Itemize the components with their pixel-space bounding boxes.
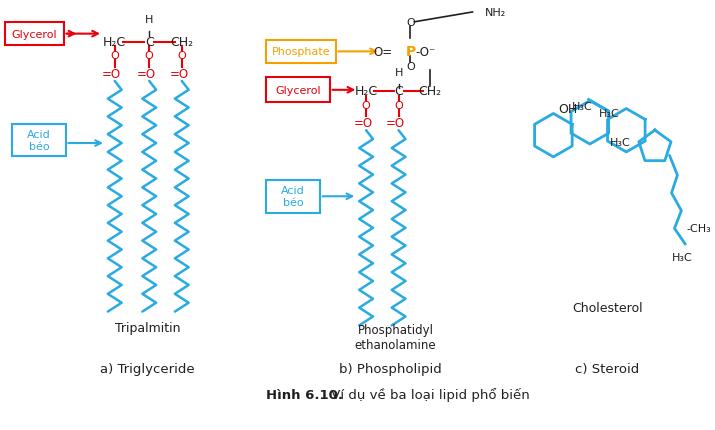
Text: Acid
béo: Acid béo (27, 130, 51, 151)
Text: a) Triglyceride: a) Triglyceride (100, 362, 194, 375)
Text: OH: OH (558, 103, 578, 116)
Text: H: H (395, 68, 403, 78)
Text: -O⁻: -O⁻ (415, 46, 435, 59)
Text: C: C (394, 85, 403, 98)
Text: Hình 6.10.: Hình 6.10. (265, 388, 342, 401)
Text: =O: =O (102, 68, 122, 80)
Text: Phosphatidyl
ethanolamine: Phosphatidyl ethanolamine (355, 323, 436, 351)
Text: O: O (406, 62, 415, 72)
Text: O: O (406, 18, 415, 28)
Text: O: O (145, 51, 154, 61)
FancyBboxPatch shape (266, 181, 320, 213)
Text: H₃C: H₃C (672, 252, 693, 262)
Text: CH₂: CH₂ (170, 36, 193, 49)
Text: c) Steroid: c) Steroid (576, 362, 640, 375)
Text: Phosphate: Phosphate (272, 47, 330, 57)
Text: Cholesterol: Cholesterol (572, 301, 643, 314)
Text: H₃C: H₃C (598, 109, 619, 119)
Text: =O: =O (169, 68, 188, 80)
Text: H₃C: H₃C (611, 138, 631, 148)
Text: -CH₃: -CH₃ (686, 224, 711, 234)
Text: CH₂: CH₂ (418, 85, 442, 98)
Text: Acid
béo: Acid béo (281, 186, 305, 208)
Text: H₃C: H₃C (572, 101, 593, 111)
Text: NH₂: NH₂ (484, 8, 506, 18)
Text: =O: =O (137, 68, 156, 80)
Text: H: H (145, 15, 154, 25)
Text: P: P (405, 45, 415, 59)
Text: O: O (177, 51, 186, 61)
Text: O: O (394, 100, 403, 111)
FancyBboxPatch shape (11, 125, 66, 157)
Text: =O: =O (354, 117, 373, 129)
FancyBboxPatch shape (5, 23, 64, 46)
Text: C: C (145, 36, 154, 49)
Text: O: O (110, 51, 119, 61)
Text: Tripalmitin: Tripalmitin (114, 321, 180, 334)
Text: H₂C: H₂C (103, 36, 127, 49)
Text: O=: O= (373, 46, 393, 59)
Text: b) Phospholipid: b) Phospholipid (340, 362, 442, 375)
FancyBboxPatch shape (266, 41, 336, 64)
Text: =O: =O (386, 117, 405, 129)
Text: O: O (362, 100, 370, 111)
FancyBboxPatch shape (266, 78, 330, 103)
Text: H₂C: H₂C (355, 85, 378, 98)
Text: Glycerol: Glycerol (275, 86, 321, 95)
Text: Ví dụ về ba loại lipid phổ biến: Ví dụ về ba loại lipid phổ biến (327, 387, 529, 402)
Text: Glycerol: Glycerol (11, 30, 57, 40)
